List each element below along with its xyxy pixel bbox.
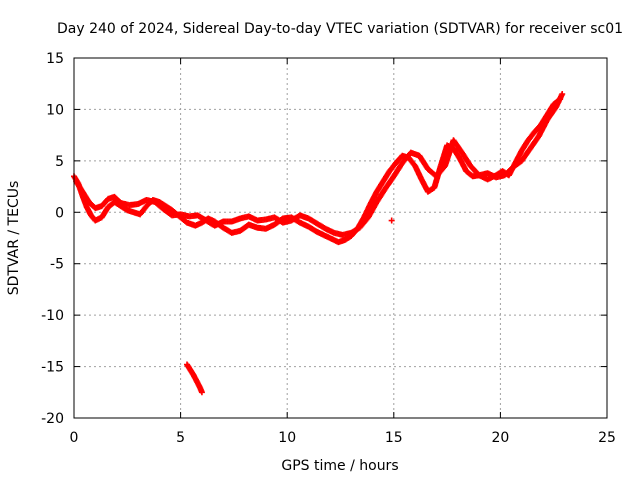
- series-isolated-point: [388, 217, 395, 224]
- chart-title: Day 240 of 2024, Sidereal Day-to-day VTE…: [57, 21, 623, 37]
- x-tick-label: 20: [491, 430, 509, 446]
- x-tick-label: 25: [598, 430, 616, 446]
- data-points: [71, 91, 566, 396]
- grid-lines: [74, 58, 607, 418]
- y-tick-label: -20: [41, 411, 64, 427]
- y-tick-label: 0: [55, 205, 64, 221]
- x-tick-label: 0: [70, 430, 79, 446]
- x-tick-label: 15: [385, 430, 403, 446]
- y-tick-label: 10: [46, 102, 64, 118]
- y-tick-label: -5: [50, 257, 64, 273]
- x-tick-label: 5: [176, 430, 185, 446]
- axis-ticks: 0 5 10 15 20 25 -20 -15 -10 -5 0 5 10 15: [41, 51, 616, 446]
- data-point: [198, 389, 205, 396]
- x-tick-label: 10: [278, 430, 296, 446]
- y-tick-label: 15: [46, 51, 64, 67]
- y-axis-label: SDTVAR / TECUs: [6, 181, 22, 296]
- data-point: [388, 217, 395, 224]
- x-axis-label: GPS time / hours: [281, 458, 398, 474]
- y-tick-label: -15: [41, 360, 64, 376]
- plot-frame: [73, 57, 608, 419]
- series-secondary-trace: [73, 91, 566, 238]
- series-outlier-segment: [183, 361, 205, 396]
- data-point: [559, 91, 566, 97]
- y-tick-label: 5: [55, 154, 64, 170]
- y-tick-label: -10: [41, 308, 64, 324]
